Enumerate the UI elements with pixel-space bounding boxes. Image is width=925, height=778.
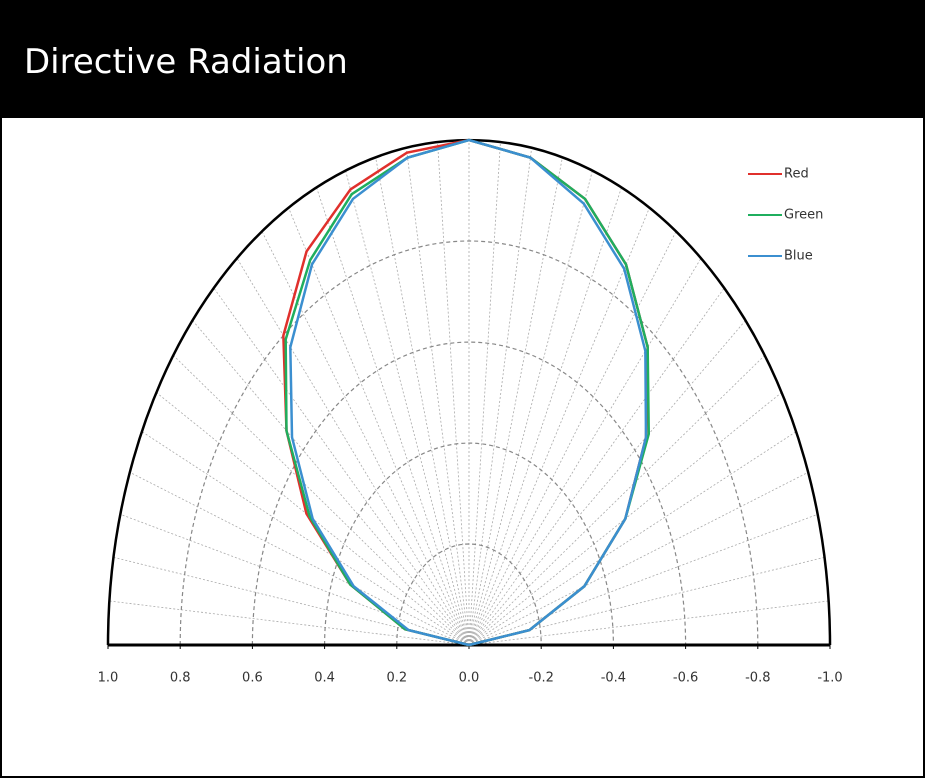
grid-ring bbox=[251, 341, 687, 646]
series-line bbox=[289, 138, 648, 647]
x-tick-label: -0.6 bbox=[673, 671, 698, 686]
x-tick-label: 0.6 bbox=[242, 671, 263, 686]
grid-spoke bbox=[288, 207, 470, 646]
grid-spoke bbox=[468, 600, 829, 646]
grid-ring bbox=[179, 240, 759, 646]
grid-spoke bbox=[468, 231, 677, 646]
grid-spoke bbox=[468, 157, 563, 646]
grid-spoke bbox=[468, 471, 809, 646]
x-tick-label: 0.0 bbox=[459, 671, 480, 686]
grid-ring bbox=[324, 442, 614, 646]
grid-spoke bbox=[375, 157, 470, 646]
grid-spoke bbox=[141, 431, 470, 646]
grid-spoke bbox=[405, 147, 470, 646]
header: Directive Radiation bbox=[2, 2, 923, 118]
grid-spoke bbox=[468, 207, 650, 646]
grid-spoke bbox=[173, 355, 470, 646]
grid-spoke bbox=[468, 187, 622, 646]
x-tick-label: 0.8 bbox=[170, 671, 191, 686]
x-tick-label: -0.8 bbox=[745, 671, 770, 686]
grid-spoke bbox=[120, 513, 470, 646]
grid-spoke bbox=[468, 257, 702, 646]
grid-spoke bbox=[437, 141, 470, 646]
x-tick-label: 1.0 bbox=[98, 671, 119, 686]
x-tick-label: 0.4 bbox=[314, 671, 335, 686]
grid-spoke bbox=[192, 320, 470, 646]
header-title: Directive Radiation bbox=[24, 42, 348, 82]
grid-spoke bbox=[261, 231, 470, 646]
x-tick-label: -1.0 bbox=[817, 671, 842, 686]
grid-spoke bbox=[316, 187, 470, 646]
grid-spoke bbox=[213, 287, 470, 646]
grid-spoke bbox=[468, 287, 725, 646]
grid-spoke bbox=[468, 431, 797, 646]
legend-label: Red bbox=[784, 167, 809, 182]
x-tick-label: -0.2 bbox=[529, 671, 554, 686]
grid-spoke bbox=[468, 320, 746, 646]
grid-spoke bbox=[468, 355, 765, 646]
grid-spoke bbox=[468, 141, 501, 646]
grid-spoke bbox=[129, 471, 470, 646]
grid-spoke bbox=[109, 600, 470, 646]
grid-spoke bbox=[468, 170, 593, 646]
legend-label: Blue bbox=[784, 249, 813, 264]
x-tick-label: -0.4 bbox=[601, 671, 626, 686]
grid-spoke bbox=[468, 147, 533, 646]
x-tick-label: 0.2 bbox=[386, 671, 407, 686]
legend-label: Green bbox=[784, 208, 823, 223]
grid-ring bbox=[396, 543, 542, 646]
grid-spoke bbox=[345, 170, 470, 646]
grid-spoke bbox=[468, 513, 818, 646]
grid-spoke bbox=[236, 257, 470, 646]
